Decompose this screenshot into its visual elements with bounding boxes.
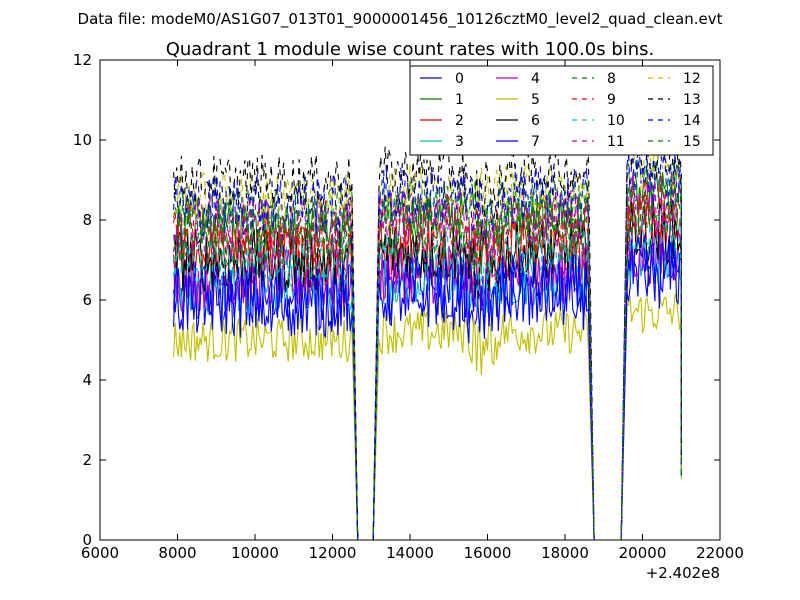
series-line-15 xyxy=(173,178,682,541)
legend-label-11: 11 xyxy=(607,134,625,150)
y-tick-label: 4 xyxy=(82,371,92,389)
x-tick-label: 20000 xyxy=(619,544,667,562)
legend-label-12: 12 xyxy=(683,71,701,87)
legend-label-15: 15 xyxy=(683,134,701,150)
legend-label-8: 8 xyxy=(607,71,616,87)
legend-label-6: 6 xyxy=(531,113,540,129)
x-tick-label: 16000 xyxy=(464,544,512,562)
legend-label-4: 4 xyxy=(531,71,540,87)
series-line-7 xyxy=(173,233,682,541)
series-line-0 xyxy=(173,240,682,541)
legend-label-5: 5 xyxy=(531,92,540,108)
legend-label-7: 7 xyxy=(531,134,540,150)
y-tick-label: 12 xyxy=(73,51,92,69)
x-tick-label: 14000 xyxy=(386,544,434,562)
legend-label-3: 3 xyxy=(455,134,464,150)
tick-labels: 6000 8000 10000 12000 14000 16000 18000 20000 22… xyxy=(73,51,744,562)
x-tick-label: 18000 xyxy=(541,544,589,562)
y-tick-label: 0 xyxy=(82,531,92,549)
x-offset-label: +2.402e8 xyxy=(646,564,720,582)
y-tick-label: 2 xyxy=(82,451,92,469)
legend-label-10: 10 xyxy=(607,113,625,129)
suptitle: Data file: modeM0/AS1G07_013T01_90000014… xyxy=(78,10,723,29)
series-line-13 xyxy=(173,132,682,541)
x-tick-label: 12000 xyxy=(309,544,357,562)
series-line-5 xyxy=(173,293,682,541)
x-tick-label: 6000 xyxy=(81,544,119,562)
chart-title: Quadrant 1 module wise count rates with … xyxy=(166,39,655,60)
legend-label-2: 2 xyxy=(455,113,464,129)
legend-label-14: 14 xyxy=(683,113,701,129)
y-tick-label: 6 xyxy=(82,291,92,309)
series-line-14 xyxy=(173,148,682,541)
legend-label-0: 0 xyxy=(455,71,464,87)
y-tick-label: 8 xyxy=(82,211,92,229)
legend-label-1: 1 xyxy=(455,92,464,108)
legend-label-9: 9 xyxy=(607,92,616,108)
y-tick-label: 10 xyxy=(73,131,92,149)
legend-label-13: 13 xyxy=(683,92,701,108)
series-line-10 xyxy=(173,207,682,541)
x-tick-label: 8000 xyxy=(158,544,196,562)
x-tick-label: 10000 xyxy=(231,544,279,562)
x-tick-label: 22000 xyxy=(696,544,744,562)
legend-box xyxy=(409,65,714,156)
